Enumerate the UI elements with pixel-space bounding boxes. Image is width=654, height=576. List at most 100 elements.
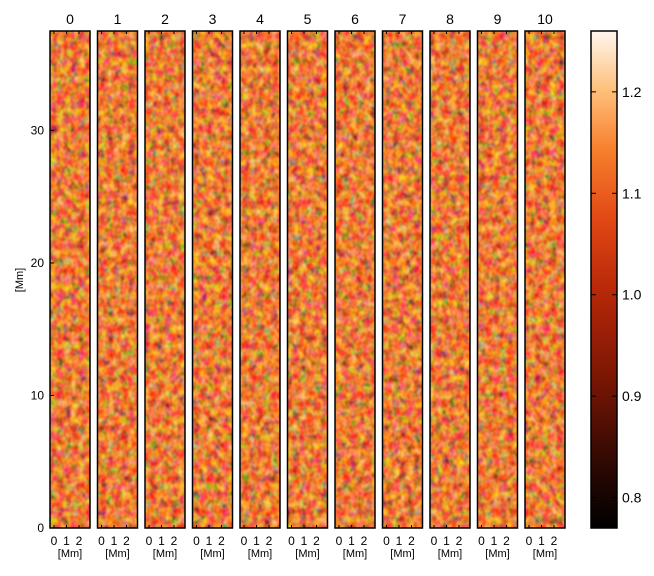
granulation-image	[145, 31, 185, 528]
panel-label: 5	[304, 11, 312, 27]
panel-10: 10 0 1 2[Mm]	[524, 11, 566, 560]
panel-frame	[191, 30, 234, 529]
x-axis-title: [Mm]	[295, 548, 319, 560]
granulation-image	[287, 31, 328, 528]
x-tick-label: 2	[171, 534, 178, 548]
panel-6: 6 0 1 2[Mm]	[334, 11, 376, 560]
y-tick-label: 10	[31, 388, 45, 402]
granulation-image	[382, 31, 423, 528]
x-tick-label: 0	[383, 534, 390, 548]
x-tick-label: 1	[396, 534, 403, 548]
colorbar-ticks: 0.8 0.9 1.0 1.1 1.2	[591, 84, 642, 506]
granulation-panels: 00 1 2[Mm]10 1 2[Mm]20 1 2[Mm]30 1 2[Mm]40 1 2[Mm]…	[49, 11, 566, 560]
x-tick-label: 1	[253, 534, 260, 548]
x-tick-label: 0	[241, 534, 248, 548]
x-axis-title: [Mm]	[105, 548, 129, 560]
x-tick-label: 0	[336, 534, 343, 548]
colorbar-tick-label: 0.8	[622, 490, 642, 506]
colorbar-gradient	[590, 30, 618, 529]
panel-frame	[144, 30, 186, 529]
x-tick-label: 1	[158, 534, 165, 548]
panel-label: 1	[114, 11, 122, 27]
panel-frame	[381, 30, 424, 529]
panel-5: 5 0 1 2[Mm]	[286, 11, 329, 560]
x-tick-label: 2	[76, 534, 83, 548]
x-tick-label: 1	[443, 534, 450, 548]
x-axis-title: [Mm]	[390, 548, 414, 560]
x-tick-label: 2	[361, 534, 368, 548]
colorbar-tick-label: 1.0	[622, 287, 642, 303]
granulation-image	[50, 31, 90, 528]
colorbar-tick-label: 0.9	[622, 388, 642, 404]
granulation-image	[192, 31, 233, 528]
panel-frame	[524, 30, 566, 529]
panel-1: 10 1 2[Mm]	[96, 11, 139, 560]
panel-label: 8	[446, 11, 454, 27]
y-tick-label: 20	[31, 256, 45, 270]
panel-frame	[429, 30, 471, 529]
y-axis: 0 10 20 30	[31, 123, 54, 535]
x-tick-label: 0	[146, 534, 153, 548]
x-tick-label: 1	[538, 534, 545, 548]
x-axis-title: [Mm]	[343, 548, 367, 560]
x-tick-label: 1	[111, 534, 118, 548]
y-tick-label: 0	[37, 521, 44, 535]
x-tick-label: 0	[478, 534, 485, 548]
granulation-image	[240, 31, 280, 528]
panel-frame	[96, 30, 139, 529]
panel-label: 10	[537, 11, 553, 27]
x-tick-label: 0	[526, 534, 533, 548]
x-tick-label: 1	[63, 534, 70, 548]
panel-3: 3 0 1 2[Mm]	[191, 11, 234, 560]
x-tick-label: 2	[551, 534, 558, 548]
x-tick-label: 2	[266, 534, 273, 548]
panel-label: 9	[494, 11, 502, 27]
x-axis-title: [Mm]	[153, 548, 177, 560]
x-tick-label: 1	[491, 534, 498, 548]
panel-0: 00 1 2[Mm]	[49, 11, 91, 560]
x-tick-label: 0	[51, 534, 58, 548]
x-tick-label: 1	[206, 534, 213, 548]
panel-8: 8 0 1 2[Mm]	[429, 11, 471, 560]
x-tick-label: 2	[218, 534, 225, 548]
x-axis-title: [Mm]	[200, 548, 224, 560]
panel-label: 0	[66, 11, 74, 27]
x-axis-title: [Mm]	[438, 548, 462, 560]
y-axis-title: [Mm]	[14, 268, 26, 292]
panel-frame	[49, 30, 91, 529]
x-tick-label: 2	[456, 534, 463, 548]
x-axis-title: [Mm]	[248, 548, 272, 560]
x-axis-title: [Mm]	[485, 548, 509, 560]
x-tick-label: 2	[313, 534, 320, 548]
granulation-image	[97, 31, 138, 528]
x-tick-label: 2	[123, 534, 130, 548]
panel-frame	[476, 30, 519, 529]
x-tick-label: 1	[301, 534, 308, 548]
colorbar: 0.8 0.9 1.0 1.1 1.2	[590, 30, 642, 529]
x-tick-label: 0	[288, 534, 295, 548]
panel-2: 20 1 2[Mm]	[144, 11, 186, 560]
panel-label: 7	[399, 11, 407, 27]
panel-4: 4 0 1 2[Mm]	[239, 11, 281, 560]
x-tick-label: 2	[503, 534, 510, 548]
x-axis-title: [Mm]	[533, 548, 557, 560]
x-tick-label: 1	[348, 534, 355, 548]
granulation-image	[335, 31, 375, 528]
panel-label: 4	[256, 11, 264, 27]
x-tick-label: 2	[408, 534, 415, 548]
x-axis-title: [Mm]	[58, 548, 82, 560]
colorbar-tick-label: 1.2	[622, 84, 642, 100]
x-tick-label: 0	[98, 534, 105, 548]
granulation-image	[477, 31, 518, 528]
y-tick-label: 30	[31, 123, 45, 137]
panel-7: 7 0 1 2[Mm]	[381, 11, 424, 560]
panel-label: 6	[351, 11, 359, 27]
panel-label: 2	[161, 11, 169, 27]
panel-9: 9 0 1 2[Mm]	[476, 11, 519, 560]
colorbar-tick-label: 1.1	[622, 185, 642, 201]
panel-frame	[334, 30, 376, 529]
panel-frame	[239, 30, 281, 529]
x-tick-label: 0	[431, 534, 438, 548]
granulation-image	[525, 31, 565, 528]
